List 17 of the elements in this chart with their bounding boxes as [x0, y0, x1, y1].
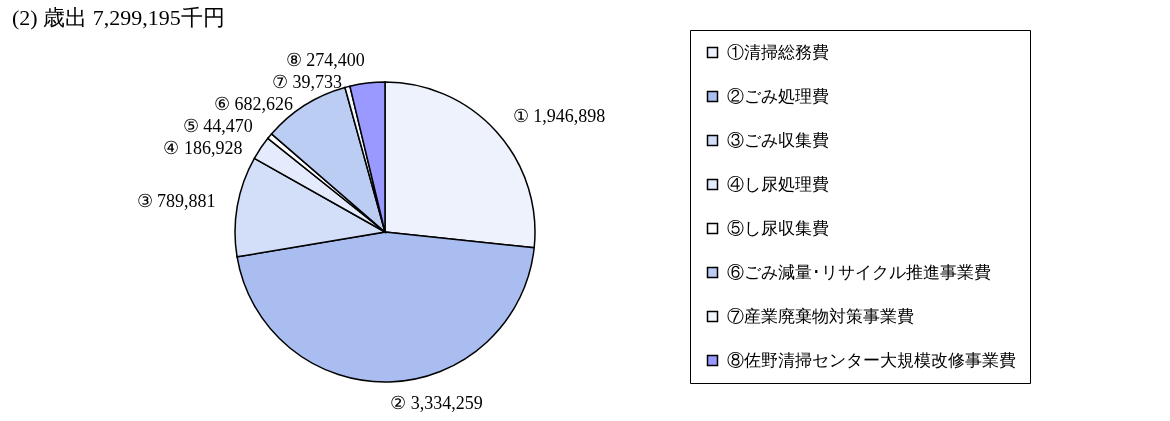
data-label: ② 3,334,259 — [390, 392, 483, 413]
legend-label: ④し尿処理費 — [727, 174, 829, 194]
chart-title: (2) 歳出 7,299,195千円 — [12, 5, 225, 30]
data-label: ⑦ 39,733 — [271, 72, 342, 93]
data-label: ③ 789,881 — [136, 191, 216, 212]
legend-label: ②ごみ処理費 — [727, 86, 829, 106]
legend-label: ③ごみ収集費 — [727, 130, 829, 150]
legend-label: ⑦産業廃棄物対策事業費 — [727, 306, 914, 326]
legend-label: ⑥ごみ減量･リサイクル推進事業費 — [727, 262, 991, 282]
data-label: ⑤ 44,470 — [182, 116, 253, 137]
data-label: ① 1,946,898 — [512, 105, 606, 126]
data-label: ④ 186,928 — [163, 138, 243, 159]
legend-label: ⑤し尿収集費 — [727, 218, 829, 238]
data-label: ⑥ 682,626 — [214, 94, 294, 115]
legend-label: ①清掃総務費 — [727, 42, 829, 62]
legend-label: ⑧佐野清掃センター大規模改修事業費 — [727, 350, 1016, 370]
data-label: ⑧ 274,400 — [285, 50, 365, 71]
